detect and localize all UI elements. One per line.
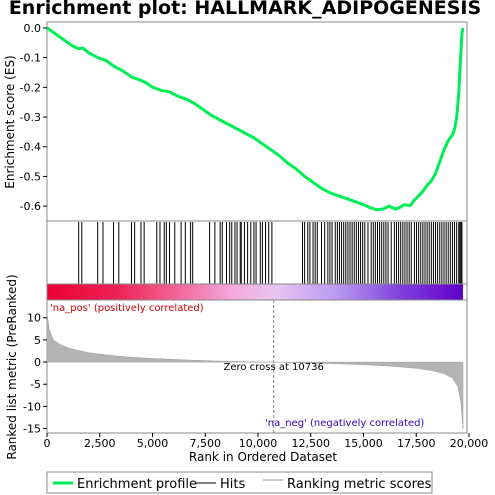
metric-y-tick-label: -10 (23, 400, 41, 413)
es-plot-frame (46, 21, 468, 222)
es-y-tick-label: -0.2 (20, 81, 41, 94)
es-panel: 0.0 -0.1 -0.2 -0.3 -0.4 -0.5 -0.6 Enrichment s… (3, 21, 468, 222)
zero-cross-label: Zero cross at 10736 (224, 362, 324, 373)
legend: Enrichment profile Hits Ranking metric s… (46, 471, 433, 494)
x-tick-label: 5,000 (137, 437, 169, 450)
x-axis-label: Rank in Ordered Dataset (189, 450, 337, 464)
chart-title: Enrichment plot: HALLMARK_ADIPOGENESIS (9, 0, 481, 19)
rank-heatmap-bar (47, 284, 463, 300)
es-y-axis-label: Enrichment score (ES) (3, 55, 17, 188)
es-y-ticks: 0.0 -0.1 -0.2 -0.3 -0.4 -0.5 -0.6 (20, 22, 47, 213)
enrichment-profile-line (46, 26, 465, 212)
metric-y-tick-label: 0 (34, 356, 41, 369)
metric-y-tick-label: -15 (23, 423, 41, 436)
es-y-tick-label: -0.4 (20, 141, 41, 154)
legend-box (46, 471, 433, 494)
metric-y-tick-label: 10 (27, 312, 41, 325)
es-y-tick-label: -0.5 (20, 170, 41, 183)
x-tick-label: 0 (44, 437, 51, 450)
x-tick-label: 12,500 (292, 437, 331, 450)
es-y-tick-label: -0.6 (20, 200, 41, 213)
ranking-metric-area (46, 313, 464, 429)
negative-correlation-label: 'na_neg' (negatively correlated) (265, 418, 424, 429)
positive-correlation-label: 'na_pos' (positively correlated) (50, 303, 204, 314)
x-tick-label: 7,500 (190, 437, 222, 450)
metric-y-tick-label: -5 (30, 378, 41, 391)
metric-y-tick-label: 5 (34, 334, 41, 347)
hits-panel (46, 220, 468, 301)
x-tick-label: 2,500 (84, 437, 116, 450)
legend-hits-label: Hits (220, 477, 245, 492)
x-tick-label: 20,000 (450, 437, 489, 450)
legend-metric-label: Ranking metric scores (287, 477, 432, 492)
metric-panel: 10 5 0 -5 -10 -15 'na_pos' (positively correl… (5, 274, 468, 460)
legend-profile-label: Enrichment profile (77, 477, 197, 492)
x-axis-ticks: 0 2,500 5,000 7,500 10,000 12,500 15,000 17,500… (44, 433, 489, 450)
hit-lines (78, 222, 463, 284)
x-tick-label: 10,000 (239, 437, 278, 450)
es-y-tick-label: -0.1 (20, 52, 41, 65)
hits-frame (46, 220, 468, 285)
metric-y-ticks: 10 5 0 -5 -10 -15 (23, 312, 47, 436)
metric-y-axis-label: Ranked list metric (PreRanked) (5, 274, 19, 459)
x-tick-label: 17,500 (397, 437, 436, 450)
es-y-tick-label: 0.0 (24, 22, 42, 35)
es-y-tick-label: -0.3 (20, 111, 41, 124)
x-tick-label: 15,000 (344, 437, 383, 450)
